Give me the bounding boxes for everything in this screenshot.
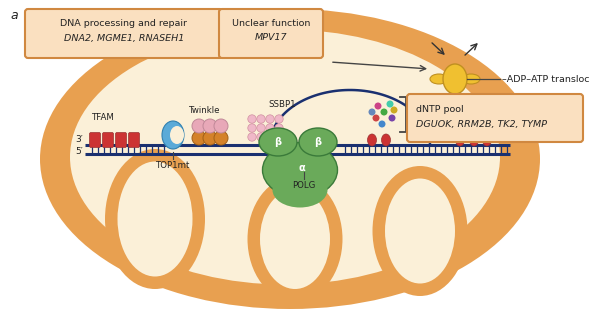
Text: Twinkle: Twinkle [189,106,221,115]
Circle shape [266,133,274,141]
Text: 3′: 3′ [75,135,83,145]
Circle shape [203,131,217,145]
Circle shape [192,131,206,145]
Ellipse shape [482,134,491,146]
Ellipse shape [263,143,337,198]
Ellipse shape [259,128,297,156]
Ellipse shape [443,64,467,94]
Circle shape [369,109,376,115]
Circle shape [389,114,395,122]
Ellipse shape [368,134,376,146]
Ellipse shape [469,134,478,146]
Circle shape [192,119,206,133]
Ellipse shape [117,162,193,277]
Ellipse shape [455,134,465,146]
Circle shape [375,102,382,110]
Ellipse shape [260,189,330,289]
Circle shape [257,115,265,123]
Ellipse shape [40,9,540,309]
Ellipse shape [273,173,327,208]
Circle shape [391,107,398,113]
FancyBboxPatch shape [25,9,223,58]
Circle shape [275,124,283,132]
Text: TOP1mt: TOP1mt [156,161,190,170]
Text: POLG: POLG [292,181,316,190]
Text: TFAM: TFAM [92,113,115,122]
Circle shape [214,131,228,145]
Circle shape [275,115,283,123]
FancyBboxPatch shape [219,9,323,58]
Circle shape [266,124,274,132]
FancyBboxPatch shape [90,132,101,147]
Circle shape [275,133,283,141]
Ellipse shape [385,179,455,284]
Text: 5′: 5′ [75,146,83,156]
Text: DGUOK, RRM2B, TK2, TYMP: DGUOK, RRM2B, TK2, TYMP [416,119,547,129]
Circle shape [248,124,256,132]
Circle shape [248,133,256,141]
Text: MPV17: MPV17 [255,33,287,43]
Circle shape [386,100,393,108]
Text: DNA2, MGME1, RNASEH1: DNA2, MGME1, RNASEH1 [64,33,184,43]
Ellipse shape [170,126,184,144]
FancyBboxPatch shape [102,132,114,147]
Text: α: α [299,163,305,173]
Circle shape [203,119,217,133]
Ellipse shape [105,149,205,289]
Ellipse shape [430,74,448,84]
Text: a: a [10,9,18,22]
Circle shape [257,133,265,141]
FancyBboxPatch shape [407,94,583,142]
Ellipse shape [462,74,480,84]
Ellipse shape [299,128,337,156]
Circle shape [257,124,265,132]
FancyBboxPatch shape [128,132,140,147]
Circle shape [214,119,228,133]
Text: dNTP pool: dNTP pool [416,105,464,113]
Ellipse shape [372,166,468,296]
Circle shape [248,115,256,123]
Text: DNA processing and repair: DNA processing and repair [61,20,187,28]
Ellipse shape [382,134,391,146]
Text: Unclear function: Unclear function [232,20,310,28]
Text: SSBP1: SSBP1 [268,100,296,109]
Text: β: β [315,137,322,147]
Circle shape [372,114,379,122]
FancyBboxPatch shape [115,132,127,147]
Ellipse shape [70,29,500,284]
Ellipse shape [162,121,184,149]
Circle shape [379,121,385,128]
Circle shape [266,115,274,123]
Circle shape [380,109,388,115]
Text: β: β [274,137,282,147]
Ellipse shape [247,177,342,301]
Text: –ADP–ATP translocase: –ADP–ATP translocase [502,75,589,83]
